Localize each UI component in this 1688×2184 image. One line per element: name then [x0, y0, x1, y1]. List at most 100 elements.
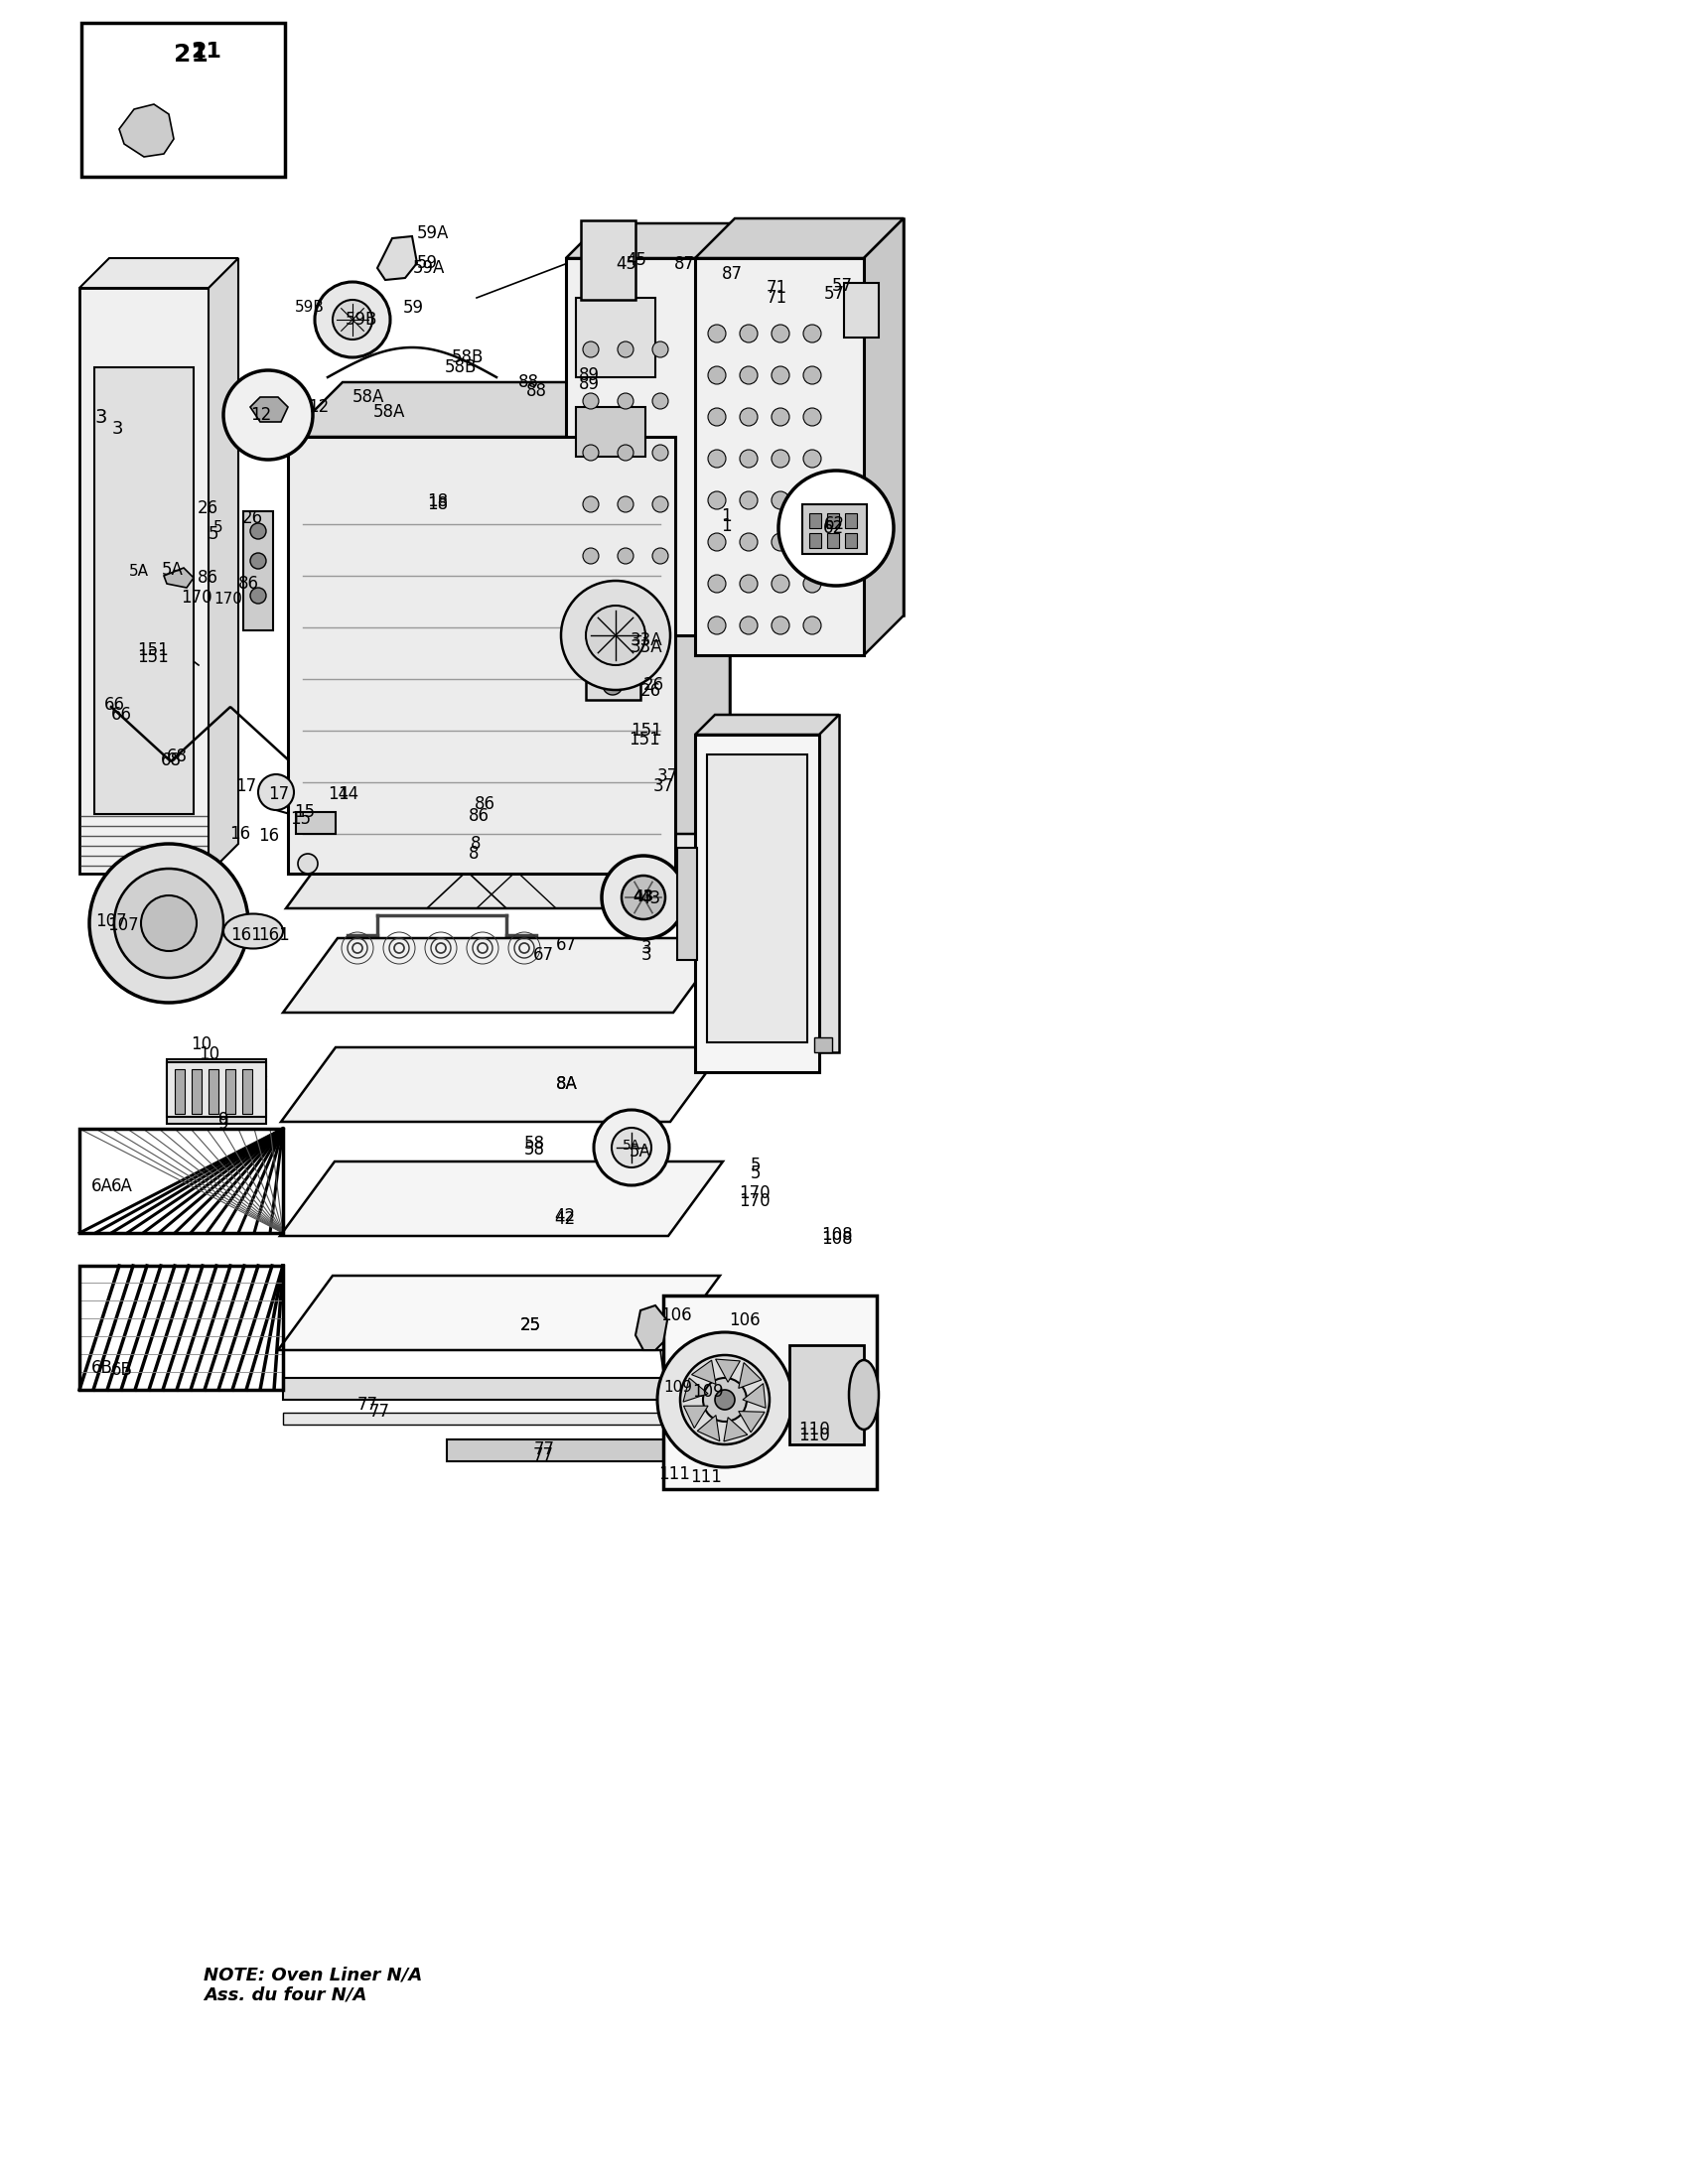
Polygon shape: [684, 1378, 707, 1402]
Text: 1: 1: [721, 518, 731, 535]
Text: 33A: 33A: [631, 631, 663, 649]
Text: 107: 107: [108, 917, 138, 935]
Text: 89: 89: [579, 376, 599, 393]
Bar: [576, 406, 645, 456]
Text: 6B: 6B: [111, 1361, 133, 1378]
Circle shape: [582, 393, 599, 408]
Text: 110: 110: [798, 1426, 830, 1444]
Bar: [827, 513, 839, 529]
Circle shape: [739, 616, 758, 633]
Circle shape: [652, 548, 668, 563]
Circle shape: [680, 1354, 770, 1444]
Text: 58A: 58A: [373, 404, 405, 422]
Text: 170: 170: [739, 1184, 770, 1201]
Bar: [695, 734, 819, 1072]
Polygon shape: [684, 1406, 707, 1428]
Circle shape: [582, 548, 599, 563]
Text: 18: 18: [427, 491, 447, 511]
Text: 17: 17: [235, 778, 257, 795]
Circle shape: [716, 1389, 734, 1409]
Text: 67: 67: [533, 946, 554, 963]
Circle shape: [603, 620, 623, 640]
Circle shape: [707, 616, 726, 633]
Text: 58A: 58A: [353, 389, 385, 406]
Text: 16: 16: [230, 826, 250, 843]
Polygon shape: [716, 714, 839, 1053]
Bar: [802, 505, 868, 555]
Text: 9: 9: [218, 1114, 230, 1133]
Bar: [695, 258, 864, 655]
Circle shape: [739, 367, 758, 384]
Circle shape: [707, 533, 726, 550]
Circle shape: [707, 450, 726, 467]
Text: 5: 5: [751, 1158, 761, 1175]
Circle shape: [250, 553, 267, 568]
Bar: [809, 533, 820, 548]
Circle shape: [707, 408, 726, 426]
Bar: [707, 753, 807, 1042]
Circle shape: [652, 496, 668, 513]
Circle shape: [707, 325, 726, 343]
Polygon shape: [692, 1361, 716, 1385]
Circle shape: [778, 470, 893, 585]
Circle shape: [771, 574, 790, 592]
Text: 21: 21: [191, 41, 221, 61]
Text: 26: 26: [643, 677, 665, 695]
Circle shape: [582, 341, 599, 358]
Text: 37: 37: [653, 778, 674, 795]
Text: 5A: 5A: [162, 561, 184, 579]
Circle shape: [803, 408, 820, 426]
Bar: [81, 22, 285, 177]
Text: 10: 10: [191, 1035, 211, 1053]
Circle shape: [707, 367, 726, 384]
Polygon shape: [697, 1415, 719, 1441]
Text: 59B: 59B: [295, 299, 324, 314]
Circle shape: [603, 675, 623, 695]
Text: 42: 42: [554, 1208, 576, 1225]
Bar: [79, 1267, 284, 1389]
Polygon shape: [79, 258, 238, 288]
Text: 77: 77: [370, 1402, 390, 1420]
Circle shape: [739, 325, 758, 343]
Text: 21: 21: [174, 44, 208, 66]
Circle shape: [739, 408, 758, 426]
Circle shape: [771, 491, 790, 509]
Text: 16: 16: [258, 828, 279, 845]
Text: 67: 67: [555, 937, 577, 954]
Text: 42: 42: [554, 1210, 576, 1227]
Text: 71: 71: [766, 280, 788, 297]
Circle shape: [803, 367, 820, 384]
Text: 25: 25: [520, 1317, 542, 1334]
Bar: [226, 1070, 235, 1114]
Circle shape: [652, 393, 668, 408]
Text: 45: 45: [626, 251, 647, 269]
Text: 58B: 58B: [446, 358, 478, 376]
Text: 26: 26: [243, 509, 263, 526]
Text: 12: 12: [250, 406, 272, 424]
Text: 18: 18: [427, 496, 447, 513]
Polygon shape: [280, 1162, 722, 1236]
Text: 87: 87: [674, 256, 695, 273]
Text: 9: 9: [218, 1112, 230, 1129]
Circle shape: [618, 548, 633, 563]
Bar: [167, 1061, 267, 1116]
Text: 111: 111: [658, 1465, 690, 1483]
Text: 107: 107: [95, 913, 127, 930]
Circle shape: [657, 1332, 792, 1468]
Bar: [447, 1439, 695, 1461]
Text: 86: 86: [197, 568, 218, 587]
Text: NOTE: Oven Liner N/A
Ass. du four N/A: NOTE: Oven Liner N/A Ass. du four N/A: [204, 1966, 422, 2005]
Text: 68: 68: [167, 747, 187, 764]
Text: 8: 8: [469, 845, 479, 863]
Text: 3: 3: [111, 419, 123, 437]
Circle shape: [582, 496, 599, 513]
Text: 5: 5: [213, 520, 223, 535]
Circle shape: [297, 854, 317, 874]
Bar: [844, 284, 879, 339]
Text: 25: 25: [520, 1317, 542, 1334]
Text: 8A: 8A: [555, 1075, 577, 1092]
Circle shape: [586, 605, 645, 666]
Bar: [95, 367, 194, 815]
Text: 15: 15: [290, 810, 311, 828]
Circle shape: [618, 341, 633, 358]
